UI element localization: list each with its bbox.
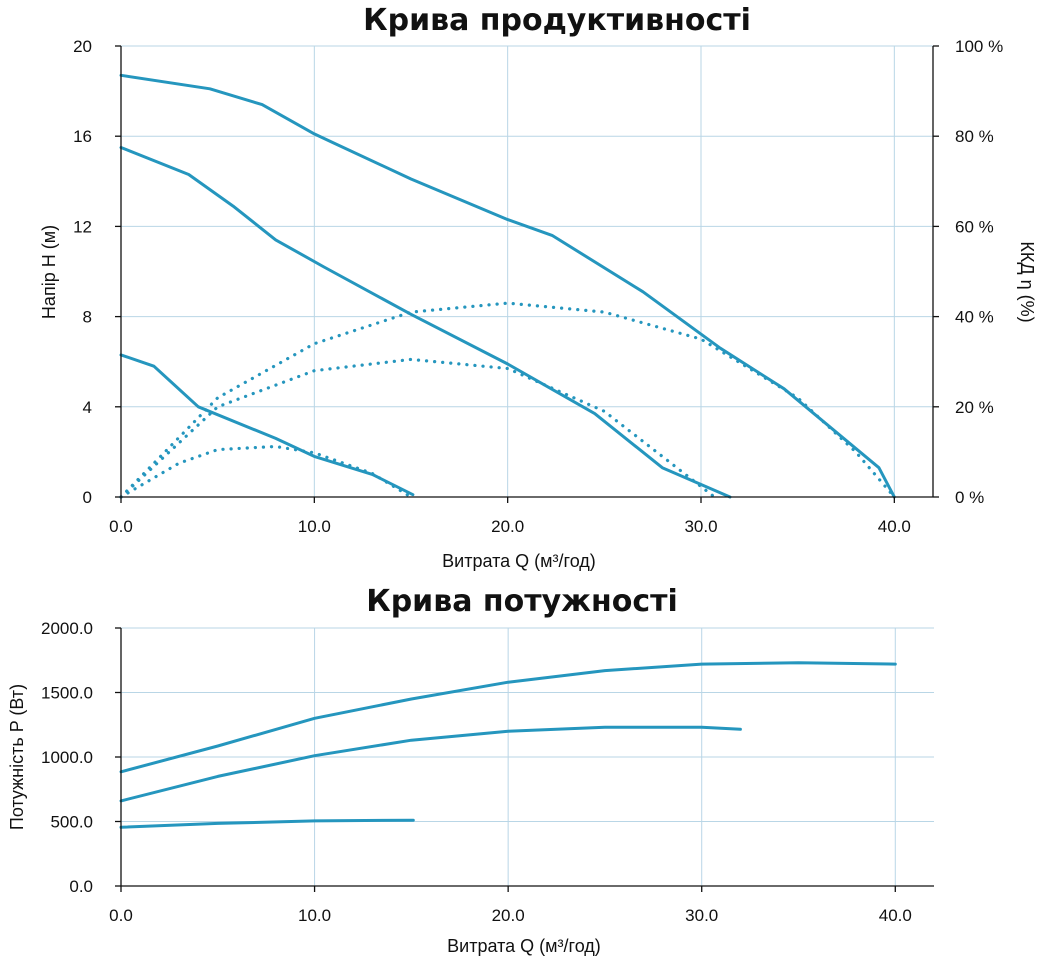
power-chart-axes: 0.0 10.0 20.0 30.0 40.0 0.0 500.0 1000.0 1500.0 2… <box>41 619 934 925</box>
power-x-tick-label: 10.0 <box>298 906 331 925</box>
performance-chart-axes: 0.0 10.0 20.0 30.0 40.0 0 4 8 12 16 20 0 % 20 % 40 % 6… <box>73 37 1003 536</box>
power-y-tick-label: 2000.0 <box>41 619 93 638</box>
performance-y-tick-label: 16 <box>73 127 92 146</box>
head-curve <box>119 353 415 497</box>
power-curve <box>119 818 415 829</box>
power-y-tick-label: 0.0 <box>69 877 93 896</box>
performance-y-axis-label: Напір H (м) <box>39 225 59 319</box>
performance-x-tick-label: 20.0 <box>491 517 524 536</box>
power-chart-title: Крива потужності <box>366 584 678 619</box>
performance-x-tick-label: 40.0 <box>878 517 911 536</box>
performance-x-tick-label: 10.0 <box>298 517 331 536</box>
power-curve <box>119 661 897 774</box>
power-x-tick-label: 40.0 <box>879 906 912 925</box>
performance-chart-title: Крива продуктивності <box>363 3 751 38</box>
performance-y2-axis-label: ККД η (%) <box>1017 241 1037 322</box>
power-x-tick-label: 0.0 <box>109 906 133 925</box>
power-y-axis-label: Потужність P (Вт) <box>7 684 27 830</box>
power-chart: Крива потужності 0.0 10.0 20.0 30.0 40.0 0.0 5… <box>7 584 934 956</box>
head-curve <box>119 73 896 499</box>
performance-y-tick-label: 4 <box>83 398 92 417</box>
power-y-tick-label: 1000.0 <box>41 748 93 767</box>
efficiency-curve <box>119 301 896 499</box>
performance-y2-tick-label: 40 % <box>955 308 994 327</box>
power-y-tick-label: 1500.0 <box>41 684 93 703</box>
performance-chart-series <box>119 73 896 499</box>
performance-x-axis-label: Витрата Q (м³/год) <box>442 551 596 571</box>
performance-y2-tick-label: 100 % <box>955 37 1003 56</box>
power-curve <box>119 725 742 803</box>
performance-chart: Крива продуктивності 0.0 10.0 20.0 30.0 40.0… <box>39 3 1037 571</box>
performance-x-tick-label: 0.0 <box>109 517 133 536</box>
performance-y-tick-label: 12 <box>73 217 92 236</box>
performance-chart-grid <box>121 45 933 497</box>
performance-y2-tick-label: 60 % <box>955 217 994 236</box>
performance-y2-tick-label: 0 % <box>955 488 984 507</box>
head-curve <box>119 146 732 499</box>
power-x-axis-label: Витрата Q (м³/год) <box>447 936 601 956</box>
power-x-tick-label: 30.0 <box>685 906 718 925</box>
performance-y2-tick-label: 80 % <box>955 127 994 146</box>
power-chart-grid <box>121 627 934 886</box>
power-y-tick-label: 500.0 <box>50 813 93 832</box>
power-chart-series <box>119 661 897 829</box>
performance-x-tick-label: 30.0 <box>684 517 717 536</box>
efficiency-curve <box>119 357 717 499</box>
performance-y-tick-label: 8 <box>83 308 92 327</box>
power-x-tick-label: 20.0 <box>492 906 525 925</box>
performance-y-tick-label: 0 <box>83 488 92 507</box>
performance-y2-tick-label: 20 % <box>955 398 994 417</box>
performance-y-tick-label: 20 <box>73 37 92 56</box>
